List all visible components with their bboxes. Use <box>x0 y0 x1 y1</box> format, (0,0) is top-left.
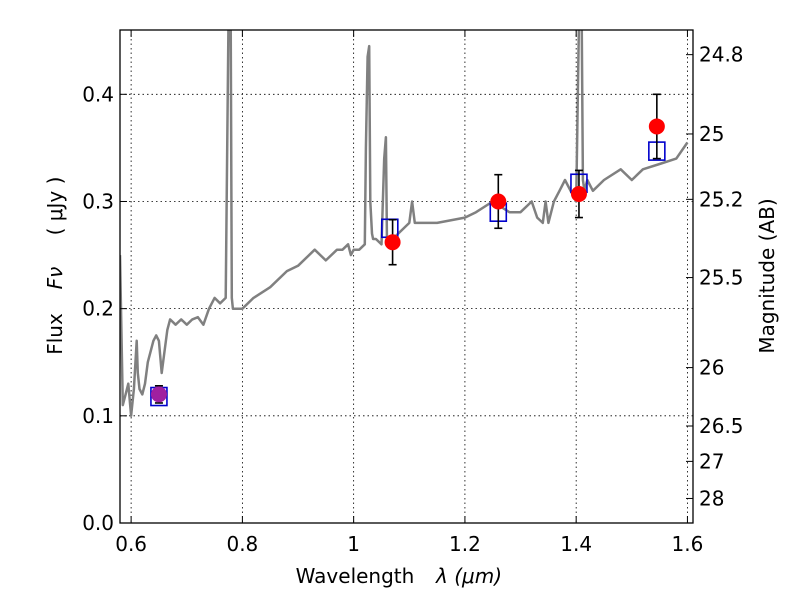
x-tick-label: 0.8 <box>226 532 258 556</box>
right-tick-label: 25.2 <box>699 187 744 211</box>
y-tick-label: 0.4 <box>82 82 114 106</box>
grid-lines <box>120 30 693 524</box>
observed-point <box>648 118 665 135</box>
y-axis-symbol: Fν <box>43 267 67 290</box>
ticks-layer: 0.6 0.8 1 1.2 1.4 1.6 0.0 0.1 0.2 0.3 0.4 24.8 25 25.… <box>82 30 744 556</box>
plot-frame <box>119 29 694 524</box>
observed-point <box>150 386 167 403</box>
right-tick-label: 26 <box>699 356 724 380</box>
x-tick-label: 1 <box>347 532 360 556</box>
x-axis-symbol: λ (μm) <box>435 564 502 588</box>
x-tick-label: 1.4 <box>560 532 592 556</box>
spectrum-layer <box>120 30 689 418</box>
markers-layer <box>150 93 666 407</box>
y-tick-label: 0.2 <box>82 297 114 321</box>
right-axis-label: Magnitude (AB) <box>755 198 779 353</box>
right-tick-label: 24.8 <box>699 43 744 67</box>
y-tick-label: 0.1 <box>82 404 114 428</box>
y-axis-label: Flux <box>43 313 67 355</box>
x-tick-label: 1.6 <box>672 532 704 556</box>
x-axis-label: Wavelength <box>296 564 415 588</box>
right-tick-label: 27 <box>699 449 724 473</box>
right-tick-label: 28 <box>699 486 724 510</box>
observed-point <box>490 193 507 210</box>
observed-point <box>570 185 587 202</box>
right-tick-label: 25 <box>699 122 724 146</box>
spectrum-line <box>120 30 689 418</box>
right-tick-label: 26.5 <box>699 414 744 438</box>
y-axis-unit: ( μJy ) <box>43 177 67 236</box>
y-tick-label: 0.3 <box>82 189 114 213</box>
y-tick-label: 0.0 <box>82 511 114 535</box>
right-tick-label: 25.5 <box>699 266 744 290</box>
x-tick-label: 0.6 <box>115 532 147 556</box>
x-tick-label: 1.2 <box>449 532 481 556</box>
observed-point <box>384 234 401 251</box>
